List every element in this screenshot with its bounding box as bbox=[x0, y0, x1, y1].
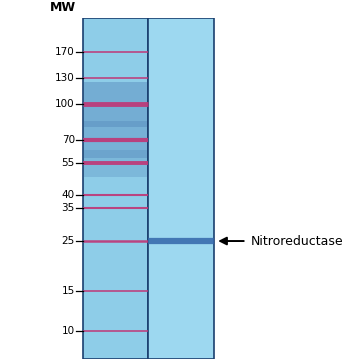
Text: 35: 35 bbox=[61, 203, 75, 213]
Text: 40: 40 bbox=[62, 190, 75, 200]
Bar bbox=[84, 150, 146, 177]
Text: 170: 170 bbox=[55, 47, 75, 57]
Bar bbox=[148, 18, 214, 359]
Text: Nitroreductase: Nitroreductase bbox=[251, 234, 344, 248]
Bar bbox=[83, 18, 148, 359]
Text: 25: 25 bbox=[61, 236, 75, 246]
Text: 70: 70 bbox=[62, 135, 75, 144]
Bar bbox=[84, 82, 146, 127]
Text: 15: 15 bbox=[61, 287, 75, 296]
Text: 100: 100 bbox=[55, 99, 75, 109]
Text: 10: 10 bbox=[62, 327, 75, 336]
Bar bbox=[84, 121, 146, 158]
Text: 130: 130 bbox=[55, 73, 75, 84]
Text: MW: MW bbox=[50, 1, 76, 14]
Text: 55: 55 bbox=[61, 158, 75, 168]
